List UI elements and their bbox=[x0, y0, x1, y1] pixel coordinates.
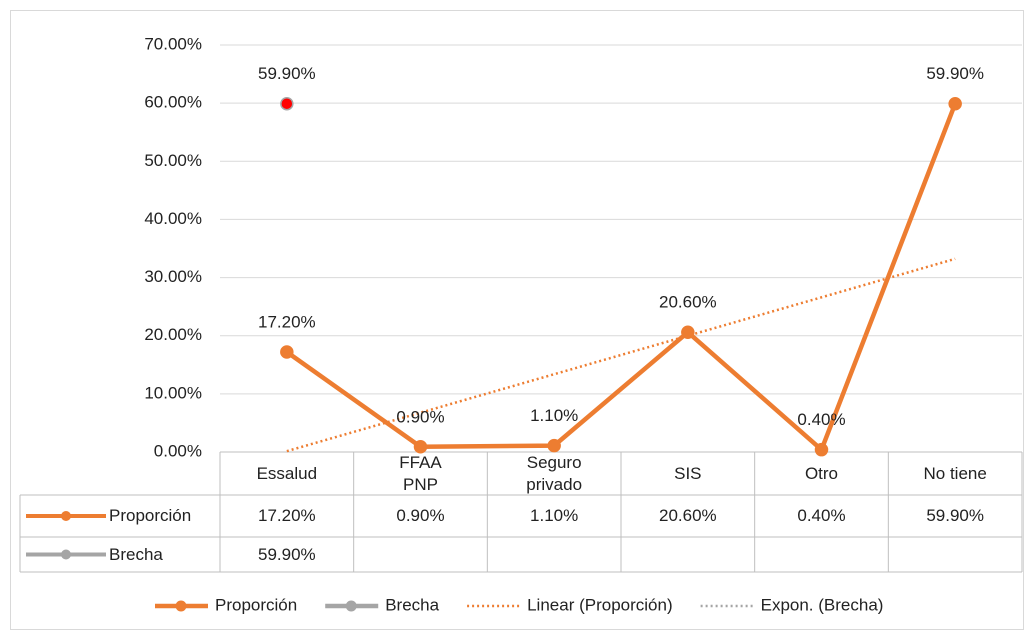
table-series-name: Brecha bbox=[109, 544, 163, 564]
y-tick-label: 50.00% bbox=[144, 151, 202, 170]
table-value: 59.90% bbox=[257, 544, 316, 564]
data-label: 0.90% bbox=[396, 407, 444, 426]
table-legend-marker bbox=[61, 549, 71, 560]
trendline bbox=[286, 257, 956, 453]
series-line bbox=[285, 102, 958, 452]
point bbox=[413, 440, 428, 454]
legend-label: Expon. (Brecha) bbox=[761, 595, 884, 614]
table-legend-marker bbox=[61, 511, 71, 521]
table-value: 59.90% bbox=[926, 506, 984, 525]
legend-marker bbox=[175, 600, 187, 612]
x-tick-label: No tiene bbox=[923, 463, 987, 483]
legend-label: Proporción bbox=[215, 595, 297, 614]
table-value: 20.60% bbox=[658, 506, 717, 525]
table-value: 1.10% bbox=[530, 506, 579, 525]
data-label: 20.60% bbox=[659, 293, 717, 312]
y-tick-label: 60.00% bbox=[144, 93, 202, 112]
legend-label: Linear (Proporción) bbox=[527, 595, 673, 614]
chart-border bbox=[10, 10, 1024, 630]
y-tick-label: 40.00% bbox=[144, 209, 202, 228]
legend-marker bbox=[345, 600, 357, 612]
table-series-name: Proporción bbox=[109, 506, 192, 525]
table-value: 17.20% bbox=[257, 506, 316, 525]
data-label: 17.20% bbox=[258, 312, 316, 331]
data-label: 1.10% bbox=[530, 406, 578, 425]
y-tick-label: 70.00% bbox=[144, 34, 202, 53]
data-label: 59.90% bbox=[258, 64, 316, 83]
y-tick-label: 30.00% bbox=[144, 267, 202, 286]
point bbox=[681, 325, 695, 339]
data-label: 59.90% bbox=[926, 64, 984, 83]
x-tick-label: Seguro privado bbox=[526, 452, 583, 494]
legend-label: Brecha bbox=[385, 595, 439, 614]
y-tick-label: 0.00% bbox=[154, 441, 202, 460]
y-tick-label: 20.00% bbox=[144, 325, 202, 344]
x-tick-label: SIS bbox=[674, 463, 702, 483]
point bbox=[280, 345, 294, 359]
point bbox=[948, 96, 962, 111]
x-tick-label: Essalud bbox=[256, 463, 318, 483]
table-value: 0.90% bbox=[396, 506, 445, 525]
point bbox=[814, 442, 829, 457]
table-value: 0.40% bbox=[797, 506, 846, 525]
y-tick-label: 10.00% bbox=[144, 383, 202, 402]
x-tick-label: FFAA PNP bbox=[399, 452, 442, 494]
x-tick-label: Otro bbox=[804, 463, 839, 483]
point bbox=[547, 438, 561, 453]
point bbox=[280, 96, 294, 111]
data-label: 0.40% bbox=[797, 410, 845, 429]
